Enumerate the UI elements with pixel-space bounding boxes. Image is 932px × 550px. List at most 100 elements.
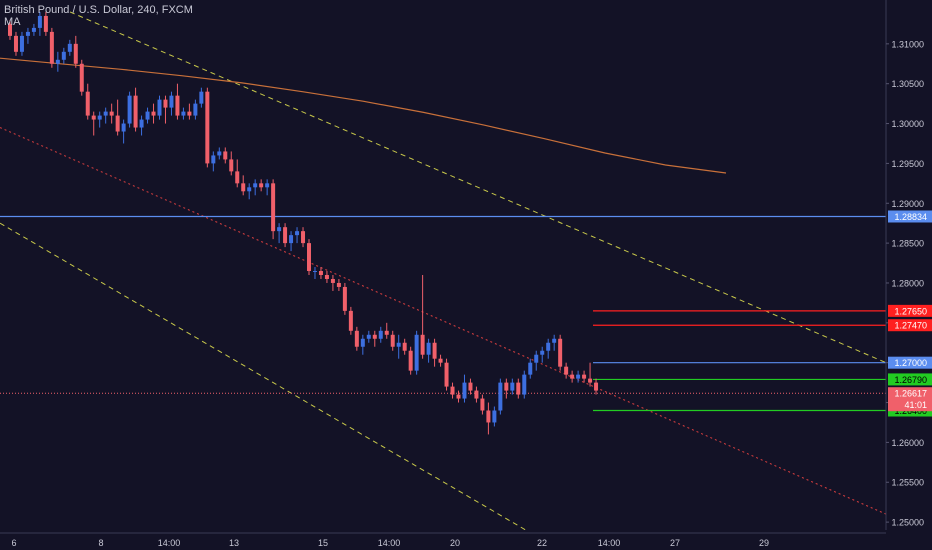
time-tick-label: 13 [229,538,239,548]
candle-body [444,362,449,387]
candle-body [564,366,569,375]
candle-body [163,99,168,108]
level-price-tag [888,319,932,332]
candle-body [133,95,138,128]
price-tick-label: 1.30000 [891,119,924,129]
candle-body [8,23,12,36]
candle-body [360,338,365,347]
candle-body [205,91,210,164]
candle-body [193,103,198,116]
candle-body [247,187,252,192]
candle-body [259,183,264,188]
candle-body [396,342,401,347]
price-axis[interactable]: 1.31000 1.30500 1.30000 1.29500 1.29000 1.285… [885,0,932,550]
candle-body [372,334,377,339]
candle-body [13,35,18,52]
candle-body [151,111,156,116]
candle-body [79,63,84,92]
candle-body [540,350,545,355]
candle-body [468,382,473,391]
candle-body [91,115,96,120]
symbol-title: British Pound / U.S. Dollar, 240, FXCM [4,4,193,16]
candle-body [169,95,174,108]
candle-body [103,111,108,116]
candle-body [241,183,246,192]
price-tick-label: 1.26000 [891,438,924,448]
candle-body [289,235,294,244]
candle-body [157,99,162,116]
candle-body [211,155,216,164]
candle-body [486,410,491,423]
candle-body [223,151,228,160]
candle-body [181,111,186,116]
indicator-label[interactable]: MA [4,16,21,28]
level-price-tag [888,304,932,317]
level-price-tag-label: 1.27000 [894,358,927,368]
level-price-tag-label: 1.27650 [894,306,927,316]
candle-body [408,350,413,371]
price-tick-label: 1.28500 [891,239,924,249]
candle-body [31,27,36,32]
candle-body [67,43,72,52]
moving-average-layer [0,57,727,174]
candle-body [37,15,42,28]
time-tick-label: 15 [318,538,328,548]
candle-body [432,342,437,359]
candle-body [582,374,587,379]
time-axis[interactable]: 6 8 14:00 13 15 14:00 20 22 14:00 27 29 [0,530,932,550]
candle-body [504,382,509,391]
level-price-tag-label: 1.26790 [894,375,927,385]
candle-body [175,95,180,116]
candle-body [283,227,288,244]
candle-body [534,354,539,363]
candle-body [522,374,527,395]
level-price-tag-label: 1.27470 [894,321,927,331]
candle-body [109,111,114,116]
candle-body [366,334,371,339]
candle-body [546,342,551,351]
candle-body [480,398,485,411]
candle-body [570,374,575,379]
price-tick-label: 1.25000 [891,518,924,528]
candle-body [414,334,419,371]
level-price-tag [888,210,932,223]
price-tags-layer: 1.288341.276501.274701.270001.267901.264… [888,210,932,417]
candle-body [378,330,383,339]
candle-body [558,338,563,367]
candle-body [588,378,593,383]
candle-body [43,15,48,32]
candle-body [307,243,311,272]
candle-body [402,342,407,351]
candle-body [127,95,132,124]
candle-body [390,334,395,347]
candle-body [462,382,467,399]
time-tick-label: 27 [670,538,680,548]
price-axis-background [886,0,932,550]
candle-body [277,227,282,232]
price-tick-label: 1.25500 [891,478,924,488]
price-tick-label: 1.30500 [891,79,924,89]
candle-body [271,183,276,232]
candle-body [318,271,323,275]
level-price-tag-label: 1.28834 [894,212,927,222]
moving-average-line [0,57,727,174]
candle-body [55,59,60,64]
trendline [0,222,561,550]
time-tick-label: 22 [537,538,547,548]
candle-body [426,342,431,355]
candle-body [342,286,347,311]
candle-body [61,51,66,60]
current-price-label: 1.26617 [894,389,927,399]
candle-body [295,231,300,236]
time-tick-label: 6 [11,538,16,548]
candle-body [450,386,455,395]
candle-body [348,310,353,331]
candle-body [528,362,533,375]
candle-body [19,35,24,52]
level-price-tag [888,356,932,369]
candle-body [145,111,150,120]
horizontal-levels-layer [0,215,886,412]
candle-body [492,410,497,423]
